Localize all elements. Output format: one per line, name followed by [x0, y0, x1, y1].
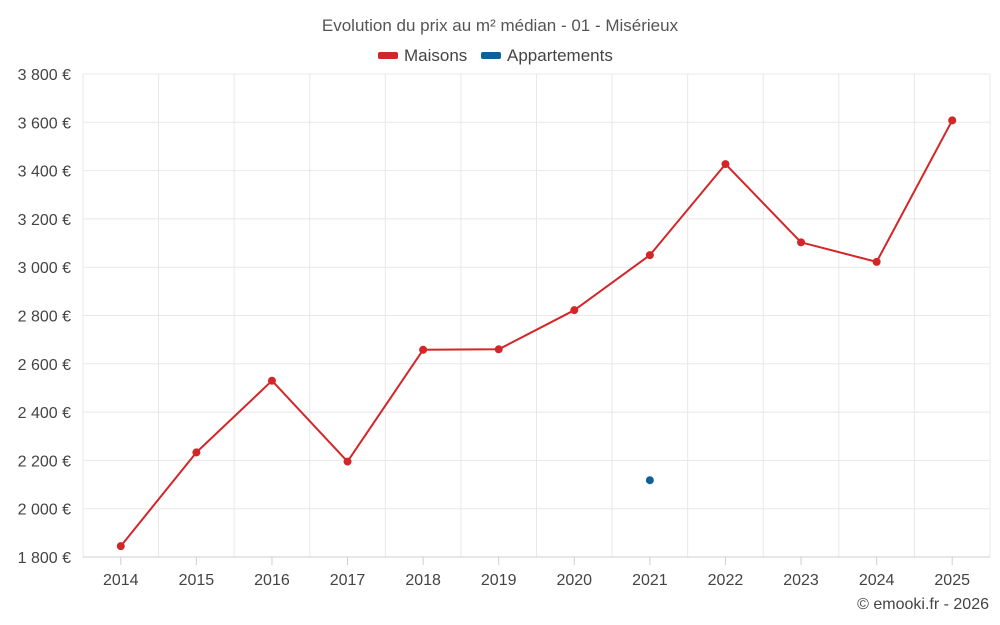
x-tick-label: 2022 — [708, 572, 744, 589]
data-point-maisons[interactable] — [872, 257, 881, 266]
y-tick-label: 1 800 € — [18, 550, 71, 567]
y-tick-label: 2 800 € — [18, 309, 71, 326]
axes: 1 800 € 2 000 € 2 200 € 2 400 € 2 600 € 2 800… — [18, 67, 990, 589]
x-tick-label: 2015 — [179, 572, 215, 589]
data-point-maisons[interactable] — [645, 251, 654, 260]
data-point-maisons[interactable] — [570, 306, 579, 315]
data-point-maisons[interactable] — [343, 457, 352, 466]
x-tick-label: 2019 — [481, 572, 517, 589]
x-tick-label: 2025 — [934, 572, 970, 589]
x-tick-label: 2014 — [103, 572, 139, 589]
data-point-maisons[interactable] — [494, 345, 503, 354]
data-point-maisons[interactable] — [948, 116, 957, 125]
data-point-maisons[interactable] — [797, 238, 806, 247]
series-line-maisons — [120, 119, 954, 547]
grid — [82, 73, 991, 557]
y-tick-label: 3 600 € — [18, 115, 71, 132]
y-tick-label: 3 000 € — [18, 260, 71, 277]
legend-swatch-maisons — [378, 52, 398, 59]
legend-label-appartements: Appartements — [507, 46, 613, 65]
x-tick-label: 2020 — [556, 572, 592, 589]
y-tick-label: 3 200 € — [18, 212, 71, 229]
y-tick-label: 2 000 € — [18, 502, 71, 519]
x-tick-label: 2016 — [254, 572, 290, 589]
y-tick-label: 2 200 € — [18, 453, 71, 470]
x-tick-label: 2018 — [405, 572, 441, 589]
legend-swatch-appartements — [481, 52, 501, 59]
chart-title: Evolution du prix au m² médian - 01 - Mi… — [322, 16, 679, 35]
series — [116, 116, 957, 551]
data-point-maisons[interactable] — [192, 448, 201, 457]
legend-item-maisons[interactable]: Maisons — [378, 46, 467, 65]
data-point-maisons[interactable] — [419, 345, 428, 354]
legend-item-appartements[interactable]: Appartements — [481, 46, 613, 65]
x-tick-label: 2021 — [632, 572, 668, 589]
y-tick-label: 3 800 € — [18, 67, 71, 84]
y-tick-label: 2 400 € — [18, 405, 71, 422]
x-tick-label: 2017 — [330, 572, 366, 589]
y-tick-label: 3 400 € — [18, 164, 71, 181]
y-tick-label: 2 600 € — [18, 357, 71, 374]
x-tick-label: 2023 — [783, 572, 819, 589]
data-point-maisons[interactable] — [116, 542, 125, 551]
x-tick-label: 2024 — [859, 572, 895, 589]
legend-label-maisons: Maisons — [404, 46, 467, 65]
data-point-maisons[interactable] — [267, 376, 276, 385]
credit-text: © emooki.fr - 2026 — [857, 596, 989, 613]
data-point-maisons[interactable] — [721, 160, 730, 169]
data-point-appartements[interactable] — [645, 476, 654, 485]
legend: Maisons Appartements — [378, 46, 613, 65]
